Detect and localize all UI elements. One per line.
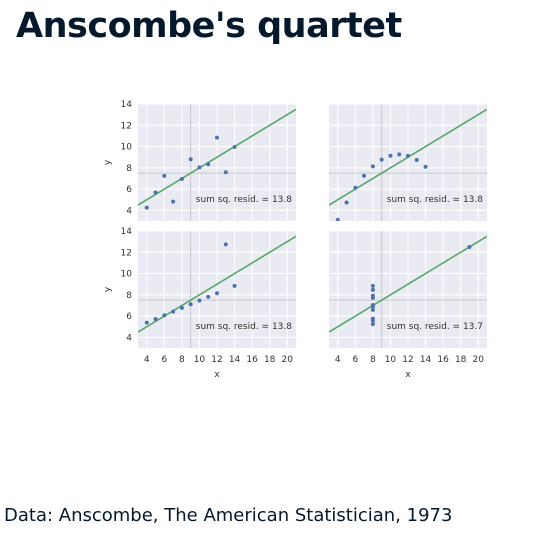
panel-iii-xlabel: x [214, 370, 220, 380]
panel-iv-xtick-label: 10 [385, 355, 397, 365]
panel-iv-annotation: sum sq. resid. = 13.7 [387, 322, 483, 332]
panel-iii-xtick-label: 8 [179, 355, 185, 365]
panel-iii-point [232, 283, 237, 288]
panel-i-point [232, 144, 237, 149]
panel-ii-point [406, 153, 410, 158]
data-source-caption: Data: Anscombe, The American Statisticia… [4, 505, 453, 526]
panel-i-point [206, 162, 211, 167]
panel-i-point [144, 205, 149, 210]
panel-i-ytick-label: 4 [126, 206, 132, 216]
panel-iv-point [370, 322, 375, 327]
panel-i-ytick-label: 6 [126, 185, 132, 195]
panel-i-point [223, 170, 228, 175]
panel-iii-point [223, 242, 228, 247]
panel-iii-point [215, 291, 219, 296]
panel-ii-point [344, 200, 349, 205]
panel-i-ytick-label: 10 [121, 143, 133, 153]
panel-iv-point [370, 283, 375, 288]
panel-iii-ylabel: y [103, 286, 113, 292]
panel-i-point [215, 135, 219, 140]
panel-iv-xlabel: x [405, 370, 411, 380]
panel-iii-xtick-label: 12 [211, 355, 222, 365]
panel-ii-point [362, 173, 367, 178]
panel-iii-point [153, 316, 158, 321]
panel-ii-point [388, 153, 393, 158]
panel-iv-xtick-label: 12 [402, 355, 413, 365]
panel-iii-point [171, 309, 176, 314]
page-title: Anscombe's quartet [16, 6, 402, 46]
panel-iii-xtick-label: 6 [161, 355, 167, 365]
panel-i-ytick-label: 12 [121, 121, 132, 131]
panel-i-point [162, 173, 167, 178]
panel-iii-ytick-label: 4 [126, 333, 132, 343]
panel-i-ytick-label: 14 [121, 100, 133, 110]
panel-iv-regression-line [329, 235, 487, 333]
panel-i-point [171, 199, 176, 204]
panel-iii-xtick-label: 16 [246, 355, 258, 365]
panel-i-annotation: sum sq. resid. = 13.8 [196, 195, 293, 205]
panel-iv-point [370, 307, 375, 312]
panel-i-regression-line [138, 108, 296, 206]
panel-iii-ytick-label: 10 [121, 270, 133, 280]
panel-iv-xtick-label: 6 [352, 355, 358, 365]
panel-iv-point [467, 244, 472, 249]
panel-iv-xtick-label: 16 [437, 355, 449, 365]
panel-iii-ytick-label: 6 [126, 312, 132, 322]
panel-iv: sum sq. resid. = 13.7 4 6 8 10 12 14 16 18 20 x [329, 230, 487, 380]
panel-i-point [188, 157, 193, 162]
panel-ii-point [423, 164, 428, 169]
panel-i-point [197, 165, 202, 170]
panel-iii-ytick-label: 8 [126, 291, 132, 301]
panel-ii-point [397, 152, 402, 157]
panel-iii-ytick-label: 12 [121, 248, 132, 258]
panel-iii: sum sq. resid. = 13.8 4 6 8 10 12 14 4 6 8 10 12 14 1… [103, 227, 296, 380]
panel-i-ytick-label: 8 [126, 164, 132, 174]
panel-i-point [153, 190, 158, 195]
panel-iv-xtick-label: 8 [370, 355, 376, 365]
panel-iii-xtick-label: 18 [264, 355, 276, 365]
panel-ii-point [414, 157, 419, 162]
panel-iv-point [370, 293, 375, 298]
panel-iv-point [370, 287, 375, 292]
panel-iii-point [144, 320, 149, 325]
panel-ii-point [379, 157, 384, 162]
panel-iii-xtick-label: 4 [144, 355, 150, 365]
panel-i: sum sq. resid. = 13.8 4 6 8 10 12 14 y [103, 100, 296, 221]
panel-iv-point [370, 318, 375, 323]
panel-iii-xtick-label: 10 [194, 355, 206, 365]
panel-iv-xtick-label: 14 [420, 355, 432, 365]
panel-iii-xtick-label: 14 [229, 355, 241, 365]
panel-iv-xtick-label: 18 [455, 355, 467, 365]
panel-iii-xtick-label: 20 [281, 355, 293, 365]
panel-iv-point [370, 304, 375, 309]
panel-iii-point [179, 305, 184, 310]
panel-iii-point [188, 302, 193, 307]
panel-iii-annotation: sum sq. resid. = 13.8 [196, 322, 293, 332]
panel-iii-point [197, 298, 202, 303]
panel-iv-xtick-label: 4 [335, 355, 341, 365]
panel-i-ylabel: y [103, 159, 113, 165]
panel-ii-point [335, 217, 340, 221]
panel-i-point [179, 176, 184, 181]
panel-iii-point [206, 294, 211, 299]
panel-iii-ytick-label: 14 [121, 227, 133, 237]
panel-ii-point [353, 185, 358, 190]
panel-iii-point [162, 313, 167, 318]
panel-iv-xtick-label: 20 [472, 355, 484, 365]
panel-ii-point [370, 164, 375, 169]
panel-ii-annotation: sum sq. resid. = 13.8 [387, 195, 484, 205]
panel-ii: sum sq. resid. = 13.8 [329, 103, 487, 221]
